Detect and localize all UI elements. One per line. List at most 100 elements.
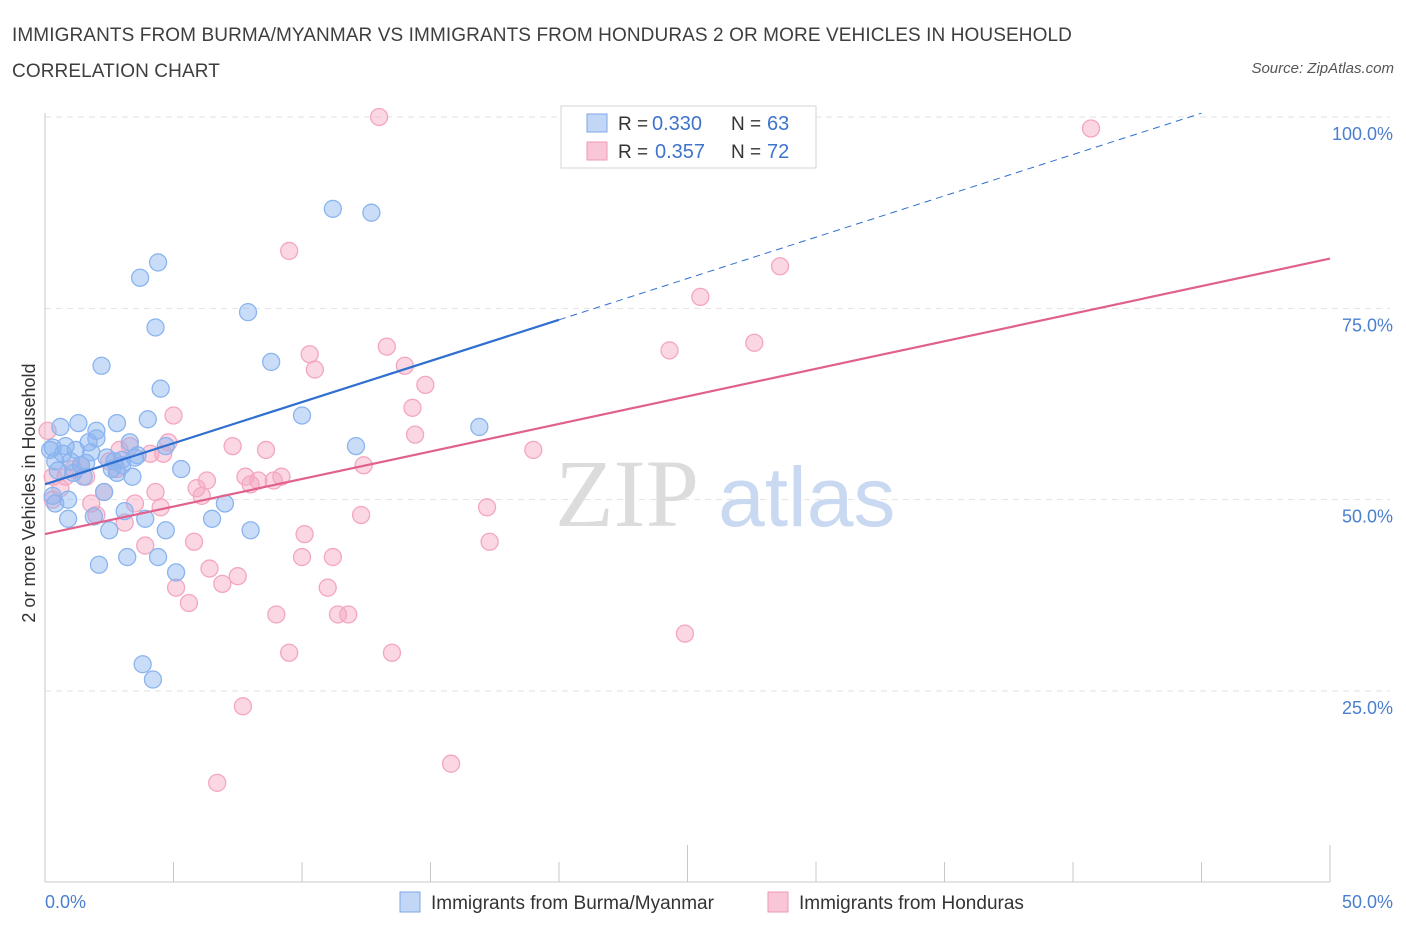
y-tick-label-1: 50.0% bbox=[1342, 507, 1393, 527]
burma-point-56 bbox=[362, 203, 381, 222]
honduras-point-37 bbox=[272, 467, 291, 486]
burma-point-54 bbox=[323, 199, 342, 218]
series-burma-points bbox=[40, 199, 489, 689]
y-tick-label-3: 100.0% bbox=[1332, 124, 1393, 144]
burma-point-12 bbox=[69, 413, 88, 433]
trend-line-burma-extension bbox=[558, 112, 1202, 321]
burma-point-43 bbox=[151, 379, 170, 398]
honduras-point-52 bbox=[382, 643, 402, 662]
x-tick-label-1: 50.0% bbox=[1342, 892, 1393, 912]
honduras-point-50 bbox=[369, 107, 389, 127]
y-tick-label-2: 75.0% bbox=[1342, 315, 1393, 335]
y-axis-title: 2 or more Vehicles in Household bbox=[19, 363, 39, 622]
honduras-point-22 bbox=[184, 532, 204, 551]
honduras-point-13 bbox=[125, 494, 145, 513]
honduras-point-40 bbox=[292, 547, 312, 567]
burma-point-21 bbox=[92, 356, 111, 375]
burma-point-36 bbox=[133, 655, 152, 674]
honduras-point-27 bbox=[208, 773, 227, 792]
honduras-point-46 bbox=[328, 605, 348, 624]
trend-lines bbox=[44, 112, 1331, 536]
series-legend: Immigrants from Burma/Myanmar Immigrants… bbox=[399, 891, 1024, 914]
stats-n-label-honduras: N = bbox=[731, 142, 761, 163]
burma-point-50 bbox=[238, 303, 258, 322]
burma-point-42 bbox=[148, 253, 168, 272]
honduras-point-21 bbox=[179, 593, 199, 613]
legend-label-burma: Immigrants from Burma/Myanmar bbox=[431, 893, 715, 914]
honduras-point-55 bbox=[405, 425, 425, 444]
honduras-point-43 bbox=[305, 360, 325, 379]
honduras-point-34 bbox=[256, 440, 276, 460]
burma-point-27 bbox=[107, 413, 127, 433]
watermark-atlas: atlas bbox=[718, 450, 895, 544]
trend-line-burma bbox=[44, 318, 560, 486]
honduras-point-64 bbox=[745, 333, 764, 352]
burma-point-17 bbox=[84, 507, 103, 526]
honduras-point-57 bbox=[441, 754, 461, 773]
honduras-point-54 bbox=[403, 398, 422, 417]
legend-label-honduras: Immigrants from Honduras bbox=[799, 893, 1024, 914]
honduras-point-51 bbox=[377, 337, 396, 356]
stats-r-label-honduras: R = bbox=[618, 142, 648, 163]
y-tick-labels: 25.0% 50.0% 75.0% 100.0% bbox=[1332, 124, 1393, 718]
burma-point-18 bbox=[87, 429, 106, 448]
watermark-zip: ZIP bbox=[555, 440, 699, 547]
burma-point-40 bbox=[146, 318, 165, 337]
burma-point-39 bbox=[143, 670, 163, 689]
honduras-point-62 bbox=[675, 624, 695, 643]
burma-point-19 bbox=[87, 421, 106, 440]
burma-point-35 bbox=[130, 268, 150, 287]
burma-point-46 bbox=[166, 563, 186, 582]
honduras-point-44 bbox=[318, 578, 337, 597]
honduras-point-47 bbox=[339, 605, 358, 624]
honduras-point-14 bbox=[136, 536, 155, 555]
honduras-point-19 bbox=[164, 406, 183, 425]
chart-source: Source: ZipAtlas.com bbox=[1251, 60, 1394, 77]
gridlines bbox=[45, 116, 1390, 692]
honduras-point-26 bbox=[200, 559, 219, 578]
y-tick-label-0: 25.0% bbox=[1342, 698, 1393, 718]
burma-point-38 bbox=[138, 410, 157, 429]
honduras-point-58 bbox=[477, 498, 497, 517]
burma-point-41 bbox=[148, 547, 168, 567]
honduras-point-65 bbox=[770, 257, 790, 276]
burma-point-57 bbox=[470, 417, 489, 437]
honduras-point-45 bbox=[323, 547, 342, 567]
burma-point-23 bbox=[100, 521, 119, 540]
honduras-point-16 bbox=[146, 482, 165, 502]
burma-point-22 bbox=[94, 482, 114, 502]
burma-point-8 bbox=[58, 509, 78, 528]
honduras-point-36 bbox=[267, 605, 286, 624]
honduras-point-29 bbox=[223, 436, 242, 456]
burma-point-52 bbox=[262, 352, 281, 372]
x-tick-label-0: 0.0% bbox=[45, 892, 86, 912]
stats-r-value-honduras: 0.357 bbox=[655, 141, 705, 163]
stats-legend: R = 0.330 N = 63 R = 0.357 N = 72 bbox=[560, 105, 817, 169]
burma-point-62 bbox=[56, 436, 75, 456]
honduras-point-31 bbox=[233, 697, 253, 716]
legend-swatch-burma bbox=[399, 891, 421, 913]
stats-legend-swatch-honduras bbox=[586, 141, 608, 161]
burma-point-20 bbox=[89, 555, 109, 574]
burma-point-32 bbox=[123, 467, 142, 486]
burma-point-48 bbox=[202, 509, 222, 528]
honduras-point-56 bbox=[416, 375, 435, 395]
honduras-point-61 bbox=[660, 341, 679, 360]
honduras-point-28 bbox=[213, 574, 232, 594]
honduras-point-59 bbox=[480, 532, 499, 551]
honduras-point-63 bbox=[691, 287, 710, 307]
honduras-point-20 bbox=[166, 578, 186, 597]
burma-point-7 bbox=[58, 490, 78, 509]
burma-point-53 bbox=[292, 406, 312, 425]
honduras-point-38 bbox=[279, 241, 299, 261]
watermark: ZIP atlas bbox=[555, 440, 895, 547]
burma-point-30 bbox=[118, 547, 137, 567]
burma-point-5 bbox=[51, 417, 70, 437]
burma-point-51 bbox=[241, 521, 260, 540]
burma-point-58 bbox=[46, 452, 65, 471]
stats-n-value-honduras: 72 bbox=[767, 141, 789, 163]
honduras-point-48 bbox=[351, 505, 371, 525]
honduras-point-39 bbox=[279, 643, 299, 662]
burma-point-45 bbox=[156, 521, 175, 540]
